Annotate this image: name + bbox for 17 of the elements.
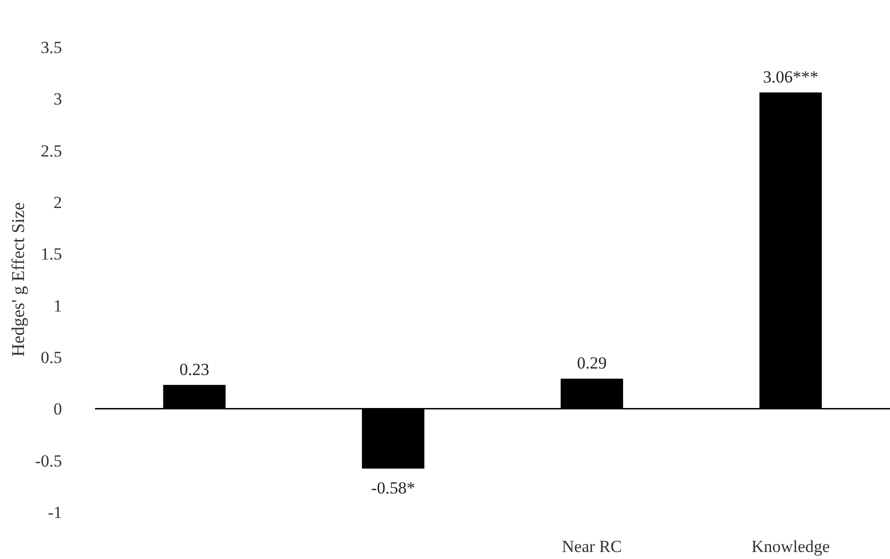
data-label: -0.58* (371, 478, 416, 498)
y-tick-label: 2 (54, 193, 62, 212)
y-tick-label: 3 (54, 90, 62, 109)
y-tick-label: 1.5 (40, 244, 62, 264)
y-tick-label: -0.5 (35, 451, 62, 470)
y-tick-label: -1 (48, 503, 62, 522)
y-tick-label: 3.5 (40, 38, 62, 57)
data-label: 3.06*** (763, 67, 818, 86)
y-tick-label: 0.5 (40, 348, 62, 367)
data-label: 0.23 (180, 360, 210, 379)
x-tick-label: Knowledge (751, 537, 830, 556)
y-tick-label: 0 (54, 400, 62, 419)
y-tick-label: 2.5 (40, 141, 62, 160)
x-tick-label: Near RC (562, 537, 622, 556)
data-label: 0.29 (577, 354, 607, 373)
y-tick-label: 1 (54, 296, 62, 316)
y-axis-title: Hedges' g Effect Size (8, 202, 28, 357)
